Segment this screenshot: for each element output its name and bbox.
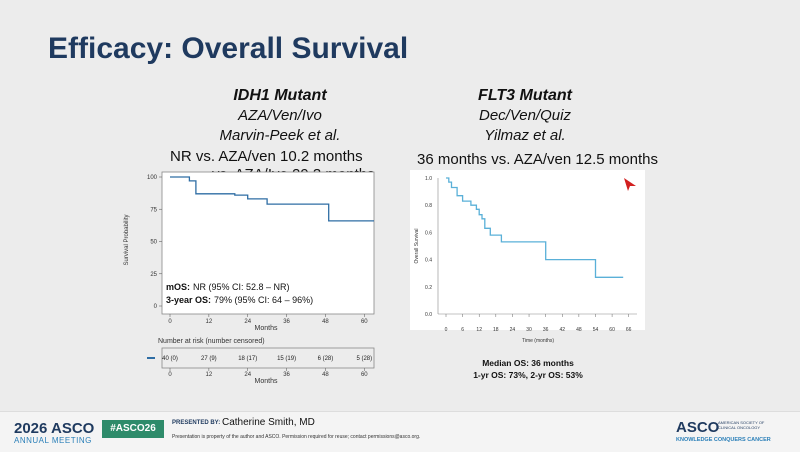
risk-x-tick-label: 24 bbox=[244, 372, 251, 378]
left-y-tick-label: 25 bbox=[150, 272, 157, 278]
right-x-tick-label: 24 bbox=[510, 327, 516, 333]
hashtag-badge: #ASCO26 bbox=[102, 420, 164, 438]
left-3yr-label: 3-year OS: bbox=[166, 295, 211, 305]
risk-value: 40 (0) bbox=[162, 356, 178, 362]
right-y-tick-label: 0.2 bbox=[425, 285, 432, 291]
right-x-tick-label: 18 bbox=[493, 327, 499, 333]
left-mos-value: NR (95% CI: 52.8 – NR) bbox=[193, 282, 290, 292]
right-median-os: Median OS: 36 months bbox=[482, 358, 574, 368]
right-reference: Yilmaz et al. bbox=[484, 127, 566, 144]
right-x-tick-label: 12 bbox=[476, 327, 482, 333]
risk-x-tick-label: 60 bbox=[361, 372, 368, 378]
left-mutation-name: IDH1 Mutant bbox=[233, 87, 327, 104]
left-x-tick-label: 0 bbox=[168, 319, 172, 325]
left-x-tick-label: 36 bbox=[283, 319, 290, 325]
meeting-asco: ASCO bbox=[51, 420, 95, 437]
left-y-tick-label: 75 bbox=[150, 207, 157, 213]
left-reference: Marvin-Peek et al. bbox=[219, 127, 341, 144]
left-x-tick-label: 12 bbox=[206, 319, 213, 325]
right-regimen: Dec/Ven/Quiz bbox=[479, 107, 571, 124]
risk-x-tick-label: 36 bbox=[283, 372, 290, 378]
risk-x-tick-label: 0 bbox=[168, 372, 172, 378]
left-x-tick-label: 48 bbox=[322, 319, 329, 325]
right-y-tick-label: 0.4 bbox=[425, 258, 432, 264]
risk-x-tick-label: 48 bbox=[322, 372, 329, 378]
risk-x-tick-label: 12 bbox=[206, 372, 213, 378]
risk-value: 18 (17) bbox=[238, 356, 257, 362]
asco-logo: ASCO bbox=[676, 419, 720, 436]
risk-table-header: Number at risk (number censored) bbox=[158, 338, 265, 345]
right-plot-background bbox=[410, 170, 645, 330]
asco-tagline: KNOWLEDGE CONQUERS CANCER bbox=[676, 437, 771, 443]
right-y-tick-label: 0.0 bbox=[425, 312, 432, 318]
left-plot-frame bbox=[161, 171, 375, 315]
footer-disclaimer: Presentation is property of the author a… bbox=[172, 434, 421, 440]
right-x-tick-label: 6 bbox=[461, 327, 464, 333]
right-x-tick-label: 30 bbox=[526, 327, 532, 333]
left-km-curve bbox=[170, 176, 374, 222]
risk-value: 27 (9) bbox=[201, 356, 217, 362]
left-x-tick-label: 24 bbox=[244, 319, 251, 325]
left-regimen: AZA/Ven/Ivo bbox=[238, 107, 322, 124]
right-km-plot: 0.0 0.2 0.4 0.6 0.8 1.0 0 6 12 18 24 30 36 42 48 54 60 6… bbox=[410, 170, 645, 344]
left-headline-1: NR vs. AZA/ven 10.2 months bbox=[170, 148, 363, 165]
left-x-axis-label: Months bbox=[255, 325, 278, 332]
annual-meeting-text: ANNUAL MEETING bbox=[14, 436, 92, 445]
presenter-name: Catherine Smith, MD bbox=[222, 417, 315, 428]
right-x-tick-label: 48 bbox=[576, 327, 582, 333]
risk-value: 5 (28) bbox=[356, 356, 372, 362]
left-mos-label: mOS: bbox=[166, 282, 190, 292]
presented-by-label: PRESENTED BY: bbox=[172, 420, 221, 426]
right-km-curve bbox=[446, 177, 624, 278]
left-column-header: IDH1 Mutant AZA/Ven/Ivo Marvin-Peek et a… bbox=[200, 86, 360, 146]
right-x-tick-label: 60 bbox=[609, 327, 615, 333]
risk-x-axis-label: Months bbox=[255, 378, 278, 385]
left-3yr-text: 3-year OS: 79% (95% CI: 64 – 96%) bbox=[166, 295, 313, 305]
right-x-axis-label: Time (months) bbox=[522, 338, 554, 344]
right-mutation-name: FLT3 Mutant bbox=[478, 87, 572, 104]
right-headline: 36 months vs. AZA/ven 12.5 months bbox=[417, 151, 658, 168]
meeting-logo: 2026 ASCO bbox=[14, 420, 94, 437]
right-x-tick-label: 36 bbox=[543, 327, 549, 333]
left-y-tick-label: 50 bbox=[150, 240, 157, 246]
right-y-tick-label: 0.6 bbox=[425, 230, 432, 236]
left-y-tick-label: 0 bbox=[154, 304, 158, 310]
right-os-rates: 1-yr OS: 73%, 2-yr OS: 53% bbox=[473, 370, 583, 380]
slide-title: Efficacy: Overall Survival bbox=[48, 32, 409, 65]
cursor-pointer-icon bbox=[624, 178, 636, 191]
right-column-header: FLT3 Mutant Dec/Ven/Quiz Yilmaz et al. bbox=[445, 86, 605, 146]
left-mos-text: mOS: NR (95% CI: 52.8 – NR) bbox=[166, 282, 290, 292]
left-km-plot: 0 25 50 75 100 0 12 24 36 48 60 Survival Probabil… bbox=[124, 171, 375, 332]
right-x-tick-label: 54 bbox=[593, 327, 599, 333]
right-x-tick-label: 0 bbox=[445, 327, 448, 333]
meeting-year: 2026 bbox=[14, 420, 48, 437]
risk-value: 6 (28) bbox=[318, 356, 334, 362]
right-y-axis-label: Overall Survival bbox=[414, 228, 420, 263]
right-x-tick-label: 66 bbox=[626, 327, 632, 333]
risk-table-frame bbox=[161, 347, 375, 369]
asco-logo-subtitle: AMERICAN SOCIETY OF CLINICAL ONCOLOGY bbox=[718, 420, 765, 430]
left-y-axis-label: Survival Probability bbox=[124, 214, 130, 265]
left-x-tick-label: 60 bbox=[361, 319, 368, 325]
left-3yr-value: 79% (95% CI: 64 – 96%) bbox=[214, 295, 313, 305]
risk-value: 15 (19) bbox=[277, 356, 296, 362]
right-y-tick-label: 0.8 bbox=[425, 203, 432, 209]
right-x-tick-label: 42 bbox=[559, 327, 565, 333]
left-y-tick-label: 100 bbox=[147, 175, 158, 181]
right-y-tick-label: 1.0 bbox=[425, 176, 432, 182]
risk-table: Number at risk (number censored) 40 (0) 2… bbox=[147, 338, 375, 385]
